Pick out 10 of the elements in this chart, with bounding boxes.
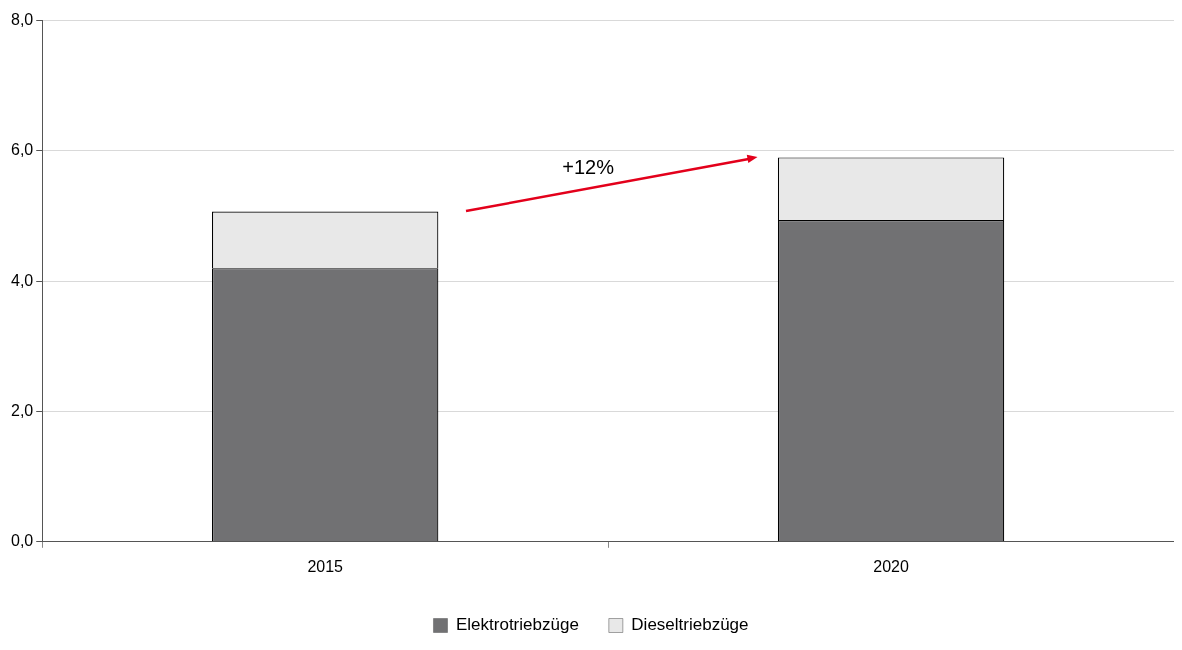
y-tick-label: 0,0	[10, 532, 34, 550]
y-tick-label: 4,0	[10, 271, 34, 289]
annotation: +12%	[562, 156, 615, 179]
y-tick-label: 8,0	[10, 11, 34, 29]
legend-label: Dieseltriebzüge	[631, 615, 749, 635]
x-tick-label: 2020	[873, 557, 909, 575]
y-tick-label: 2,0	[10, 401, 34, 419]
legend-label: Elektrotriebzüge	[455, 615, 579, 635]
y-tick-label: 6,0	[10, 141, 34, 159]
x-tick-label: 2015	[307, 557, 344, 575]
